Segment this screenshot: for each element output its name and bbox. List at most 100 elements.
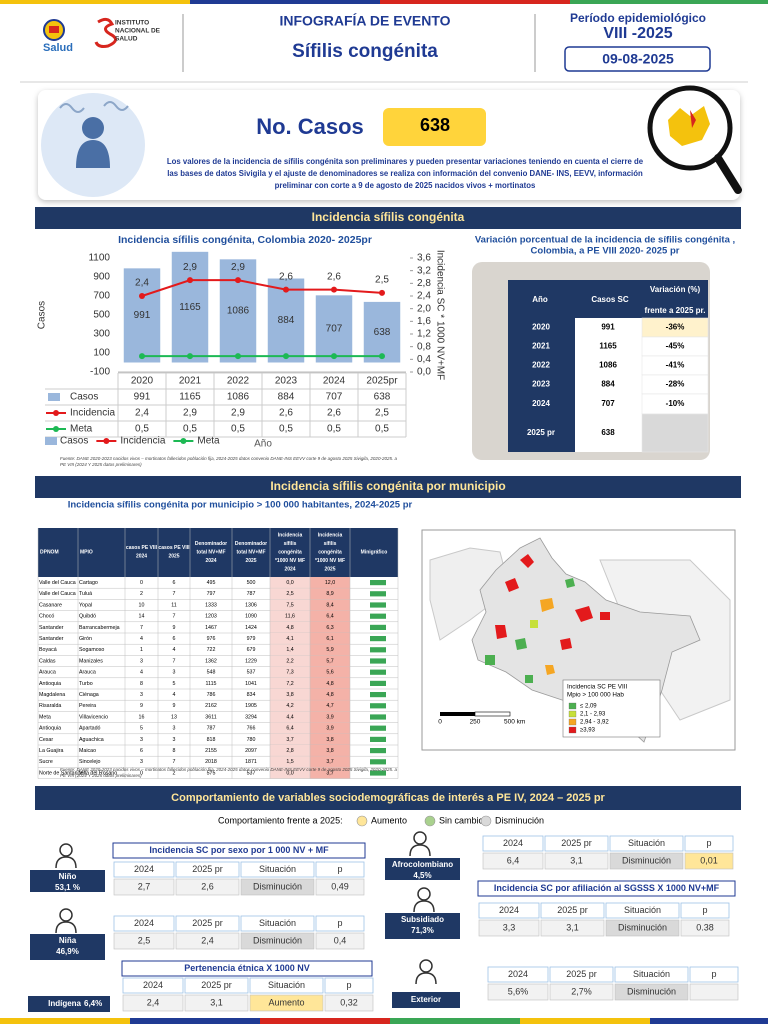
table-header-label: 2024 [134, 918, 154, 928]
group-share: 6,4% [84, 999, 102, 1008]
line-value-label: 2,9 [231, 262, 245, 273]
map-legend-label: ≤ 2,09 [580, 704, 597, 710]
table-cell [310, 588, 350, 600]
table-header-cell [315, 861, 365, 878]
section-title: Incidencia sífilis congénita [312, 210, 465, 224]
bar-value-label: 707 [326, 324, 343, 335]
mini-chart-bar [370, 759, 386, 765]
line-marker [139, 353, 145, 360]
table-cell-text: -41% [666, 361, 685, 370]
legend-key [48, 393, 60, 401]
table-header-cell [684, 835, 734, 852]
section-title: Incidencia sífilis congénita por municip… [270, 479, 505, 493]
table-cell-text: 4 [173, 647, 176, 653]
legend-key [180, 438, 187, 444]
table-header-cell [482, 835, 544, 852]
table-cell-text: 6,3 [326, 625, 333, 631]
table-cell-text: 6 [173, 580, 176, 586]
table-cell-text: 4,7 [326, 703, 333, 709]
table-cell-text: 2018 [205, 759, 217, 765]
table-cell-text: 834 [247, 692, 256, 698]
map-legend-label: 2,1 - 2,93 [580, 712, 606, 718]
table-cell-text: Norte de Santander [39, 770, 85, 776]
mini-chart-bar [370, 602, 386, 608]
legend-key [103, 438, 110, 444]
y-tick-label: 1100 [88, 253, 110, 264]
table-cell-text: -28% [666, 380, 685, 389]
table-cell-text: 495 [207, 580, 216, 586]
table-cell-text: 9 [173, 703, 176, 709]
table-cell [324, 994, 374, 1012]
y2-tick-label: 1,2 [417, 329, 431, 340]
person-icon [415, 972, 437, 985]
table-cell: 2,9 [183, 408, 197, 419]
table-cell-text: Disminución [618, 922, 667, 932]
table-header-label: casos PE VIII [126, 545, 158, 551]
table-cell-text: 2 [140, 591, 143, 597]
table-cell [310, 644, 350, 656]
person-icon [417, 887, 431, 901]
table-header-cell [689, 966, 739, 983]
y2-tick-label: 0,8 [417, 341, 431, 352]
source-note: PE VIII (2024 Y 2025 datos preliminares) [60, 773, 142, 778]
group-label: Subsidiado [401, 915, 444, 924]
y-tick-label: -100 [90, 367, 110, 378]
table-cell-text: 8 [140, 681, 143, 687]
table-cell-text: 766 [247, 726, 256, 732]
legend-key [480, 815, 492, 827]
table-cell [270, 677, 310, 689]
bar [363, 301, 401, 363]
cases-note: preliminar con corte a 9 de agosto de 20… [275, 181, 536, 190]
table-cell-text: 0,01 [700, 855, 718, 865]
table-header-cell [175, 915, 240, 932]
table-cell [184, 994, 249, 1012]
table-cell-text: 1229 [245, 658, 257, 664]
table-cell [310, 711, 350, 723]
table-cell [315, 878, 365, 896]
table-header-label: p [711, 969, 716, 979]
table-row-label: Casos [70, 392, 98, 403]
table-cell-text: 979 [247, 636, 256, 642]
table-cell-text: 6,4 [326, 614, 333, 620]
table-cell-text: 537 [247, 770, 256, 776]
table-cell [478, 919, 540, 937]
table-cell [270, 767, 310, 779]
mini-chart-bar [370, 770, 386, 776]
period-label: Período epidemiológico [570, 11, 706, 25]
group-title-box [477, 880, 736, 897]
table-header-cell [614, 966, 689, 983]
table-cell [575, 337, 642, 356]
table-cell-text: Girón [79, 636, 92, 642]
table-cell-text: Risaralda [39, 703, 61, 709]
table-cell [482, 852, 544, 870]
table-cell-text: Barrancabermeja [79, 625, 120, 631]
x-tick-label: 2024 [323, 376, 346, 387]
table-cell-text: 0,0 [286, 770, 293, 776]
table-cell [508, 337, 575, 356]
table-cell-text: 4,1 [286, 636, 293, 642]
table-header-label: sífilis [324, 541, 337, 547]
y-axis-label: Casos [37, 301, 48, 329]
y2-tick-label: 3,6 [417, 253, 431, 264]
table-cell-text: 9 [173, 625, 176, 631]
table-cell: 0,5 [231, 424, 245, 435]
table-cell-text: 6,4 [507, 855, 520, 865]
table-header-label: Variación (%) [650, 285, 701, 294]
table-cell [270, 655, 310, 667]
map-legend-title: Mpio > 100 000 Hab [567, 692, 624, 699]
table-cell-text: 1203 [205, 614, 217, 620]
person-icon [59, 908, 73, 922]
table-cell: 0,5 [327, 424, 341, 435]
table-cell-text: 1041 [245, 681, 257, 687]
table-cell-text: 5 [140, 726, 143, 732]
table-cell-text: 2,7 [138, 881, 151, 891]
table-cell-text: 1424 [245, 625, 257, 631]
table-cell-text: Magdalena [39, 692, 65, 698]
table-cell: 0,5 [375, 424, 389, 435]
group-label: Niño [59, 872, 77, 881]
table-cell [310, 621, 350, 633]
cases-value: 638 [420, 115, 450, 135]
legend-key [53, 410, 59, 416]
table-cell [270, 577, 310, 589]
table-cell-text: Quibdó [79, 614, 96, 620]
